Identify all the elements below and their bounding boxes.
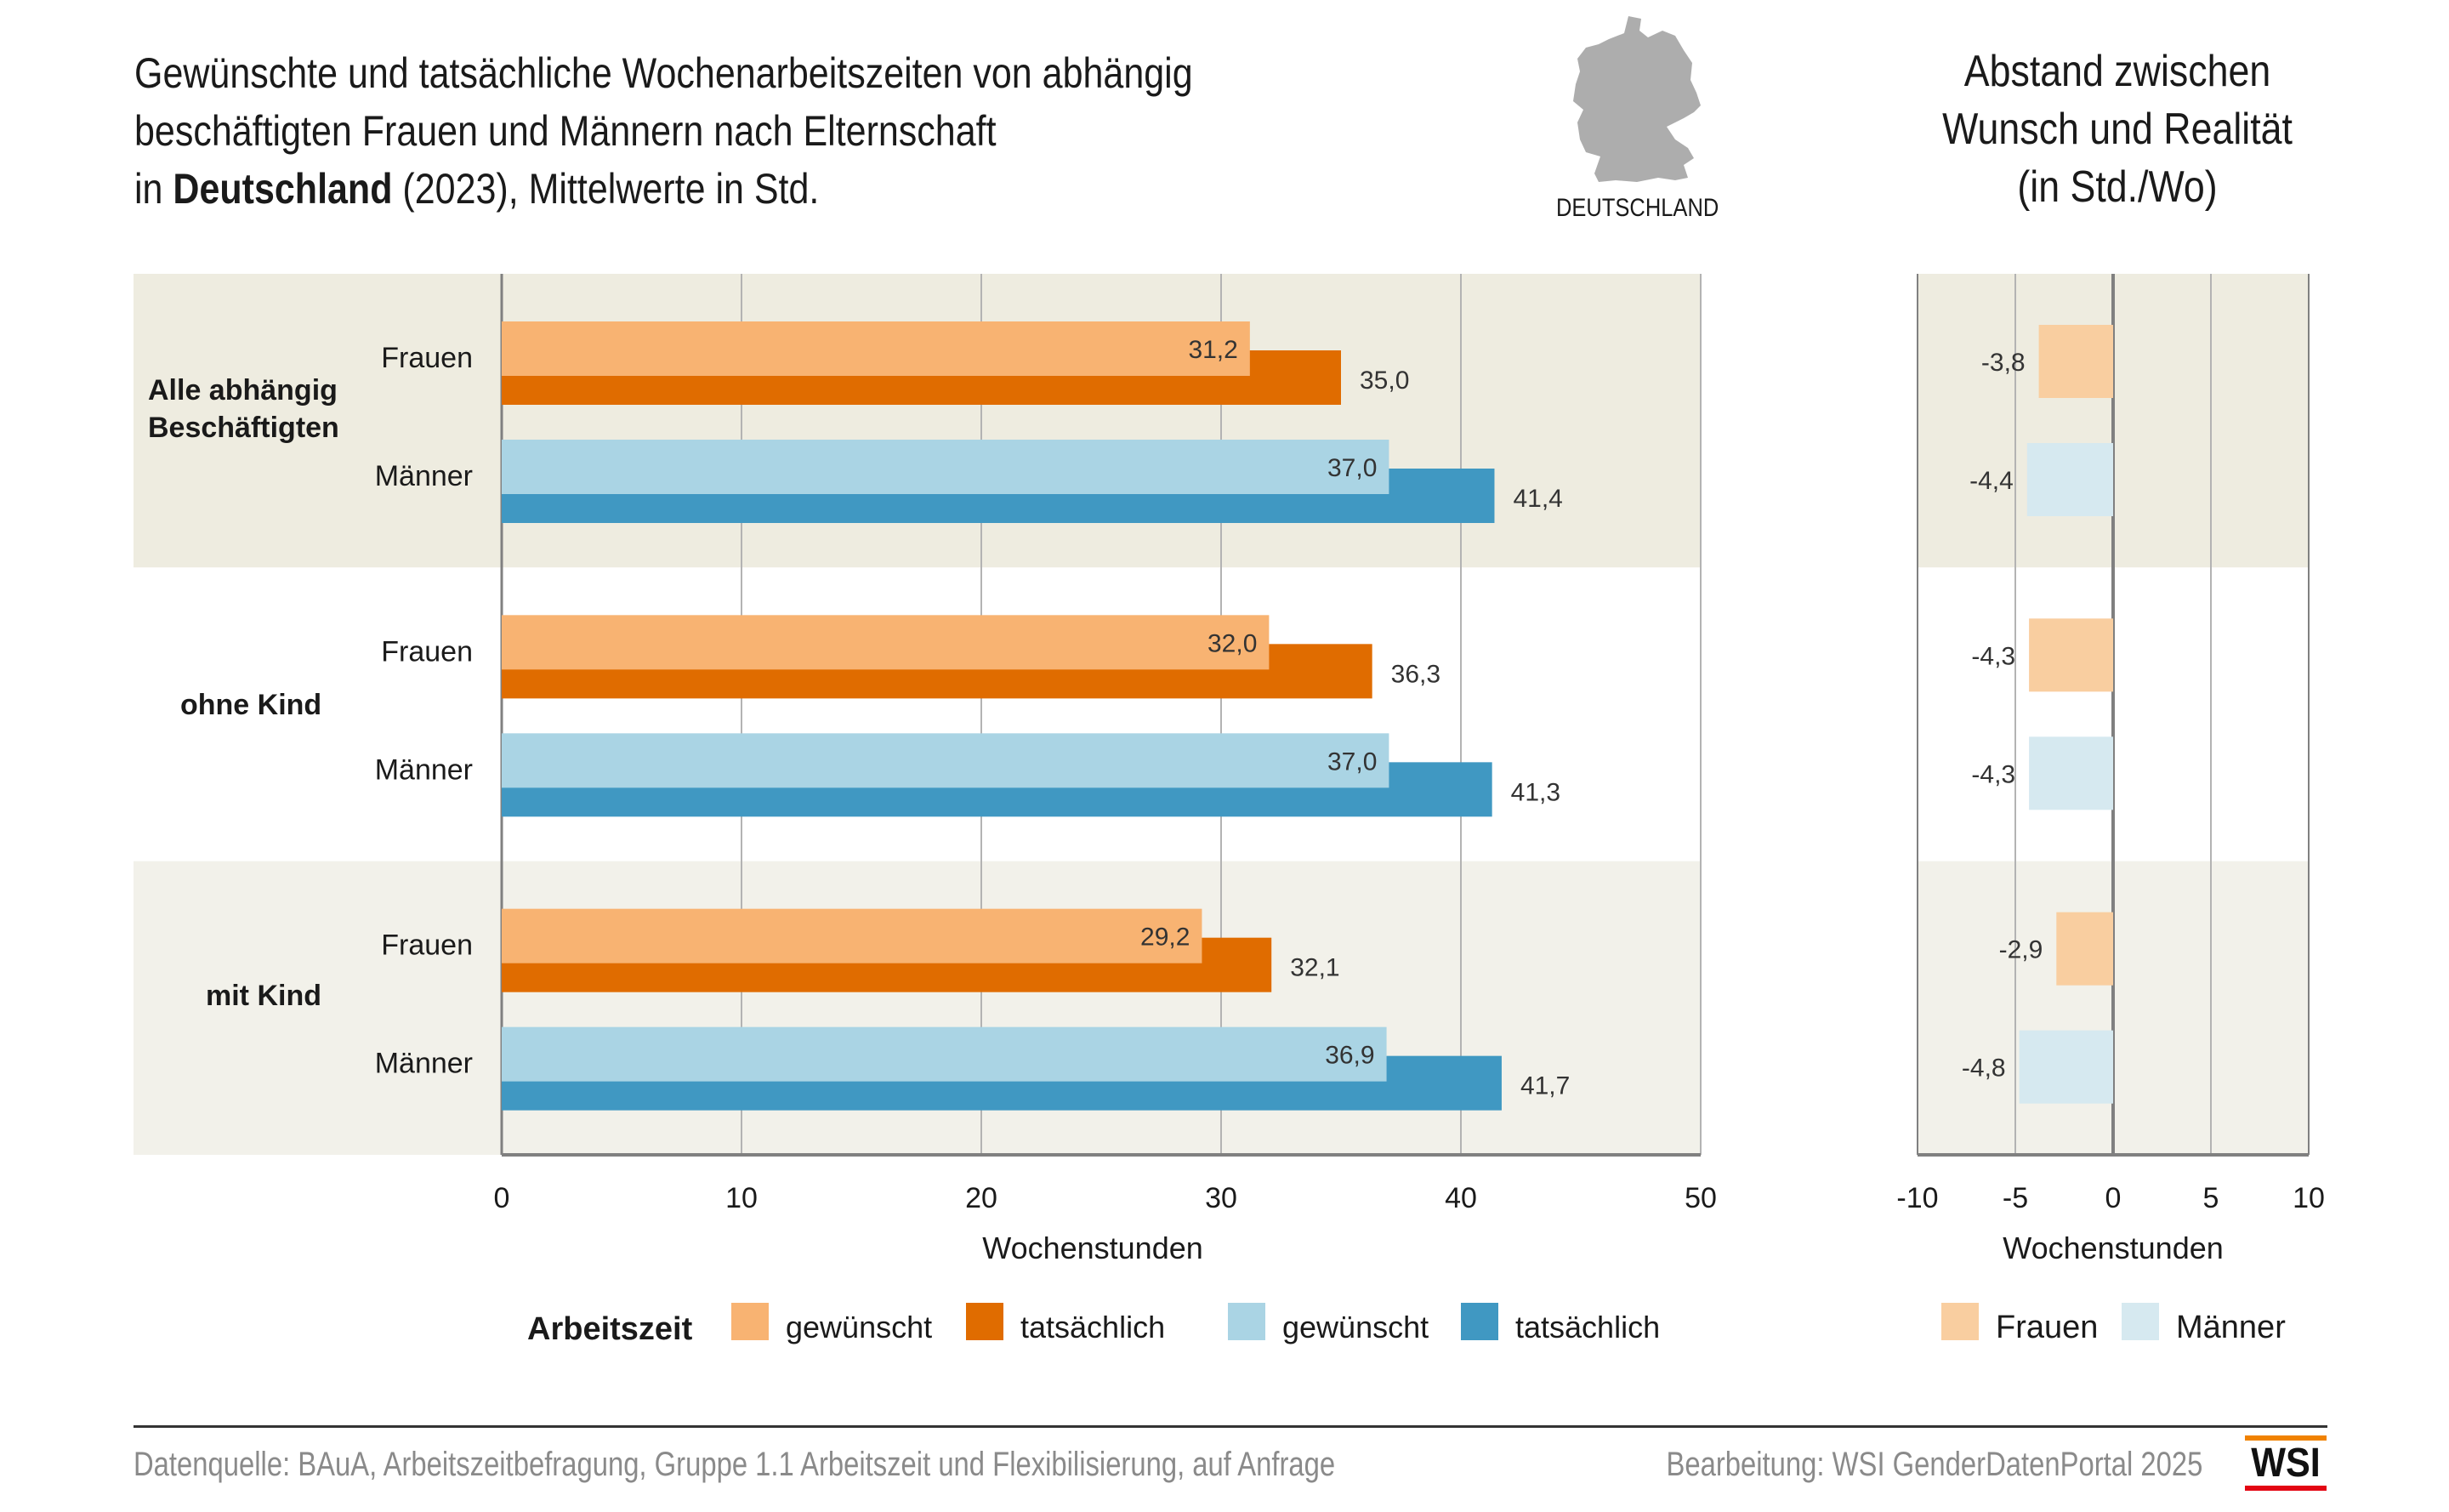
legend-swatch [731, 1303, 769, 1340]
credit: Bearbeitung: WSI GenderDatenPortal 2025 [1666, 1446, 2202, 1483]
title-line-1: Gewünschte und tatsächliche Wochenarbeit… [134, 49, 1193, 97]
group-label: ohne Kind [180, 689, 321, 721]
category-label: Frauen [381, 342, 473, 374]
diff-bar-frauen [2056, 912, 2113, 986]
diff-data-label: -4,3 [1971, 760, 2015, 788]
title-line-2: beschäftigten Frauen und Männern nach El… [134, 107, 997, 155]
category-label: Männer [375, 460, 473, 492]
diff-title-line-3: (in Std./Wo) [2017, 162, 2218, 212]
diff-x-axis-title: Wochenstunden [2003, 1231, 2224, 1265]
diff-legend-label: Frauen [1996, 1310, 2098, 1345]
data-label: 31,2 [1188, 336, 1237, 364]
diff-x-tick-label: -5 [2003, 1182, 2028, 1214]
group-band [134, 861, 1701, 1155]
diff-data-label: -4,3 [1971, 642, 2015, 670]
diff-legend-swatch [2122, 1303, 2159, 1340]
diff-bar-frauen [2029, 618, 2113, 692]
x-tick-label: 40 [1445, 1182, 1477, 1214]
wsi-logo: WSI [2245, 1435, 2327, 1492]
data-label: 37,0 [1327, 454, 1377, 482]
legend-label: tatsächlich [1020, 1310, 1165, 1344]
bar-frauen-gewuenscht [502, 321, 1250, 376]
title-text: (2023), Mittelwerte in Std. [392, 165, 820, 213]
category-label: Frauen [381, 929, 473, 962]
title-text: in [134, 165, 173, 213]
diff-data-label: -2,9 [1999, 936, 2043, 964]
diff-bar-maenner [2029, 736, 2113, 810]
group-band [134, 274, 1701, 568]
data-label: 32,0 [1207, 629, 1257, 657]
logo-bar-orange [2245, 1435, 2327, 1441]
data-label: 41,4 [1513, 485, 1562, 513]
logo-text: WSI [2251, 1441, 2321, 1486]
legend-swatch [1228, 1303, 1265, 1340]
diff-chart-title: Abstand zwischen Wunsch und Realität (in… [1890, 43, 2344, 216]
bar-frauen-gewuenscht [502, 615, 1270, 670]
x-tick-label: 30 [1205, 1182, 1237, 1214]
diff-title-line-2: Wunsch und Realität [1942, 105, 2293, 154]
x-tick-label: 10 [725, 1182, 758, 1214]
main-bar-chart: Alle abhängig Beschäftigten ohne Kind mit K… [134, 274, 2325, 1347]
x-axis-title: Wochenstunden [982, 1231, 1203, 1265]
diff-title-line-1: Abstand zwischen [1963, 47, 2271, 96]
bar-frauen-gewuenscht [502, 908, 1202, 963]
group-label: Beschäftigten [148, 412, 339, 444]
legend-swatch [966, 1303, 1003, 1340]
logo-bar-red [2245, 1486, 2327, 1491]
data-label: 36,9 [1325, 1042, 1374, 1070]
diff-bar-maenner [2019, 1030, 2113, 1104]
data-source: Datenquelle: BAuA, Arbeitszeitbefragung,… [134, 1446, 1336, 1483]
legend-label: gewünscht [1282, 1310, 1429, 1344]
footer-divider [134, 1425, 2327, 1428]
category-label: Frauen [381, 635, 473, 668]
data-label: 41,3 [1511, 778, 1560, 806]
bar-maenner-gewuenscht [502, 733, 1389, 788]
x-tick-label: 20 [965, 1182, 997, 1214]
diff-bar-frauen [2038, 325, 2113, 398]
data-label: 36,3 [1391, 660, 1440, 688]
category-label: Männer [375, 753, 473, 786]
legend-title: Arbeitszeit [527, 1311, 693, 1347]
diff-data-label: -4,8 [1962, 1054, 2006, 1083]
diff-data-label: -3,8 [1981, 349, 2026, 377]
group-label: mit Kind [206, 980, 321, 1012]
x-tick-label: 0 [494, 1182, 510, 1214]
diff-bar-maenner [2026, 443, 2113, 516]
germany-map-icon [1573, 16, 1701, 182]
group-label: Alle abhängig [148, 374, 338, 406]
bar-maenner-gewuenscht [502, 440, 1389, 494]
data-label: 29,2 [1140, 924, 1190, 952]
diff-x-tick-label: 5 [2203, 1182, 2219, 1214]
title-country: Deutschland [173, 165, 393, 213]
diff-x-tick-label: 0 [2105, 1182, 2122, 1214]
category-label: Männer [375, 1048, 473, 1080]
legend-swatch [1461, 1303, 1498, 1340]
group-band [134, 567, 1701, 861]
map-label: DEUTSCHLAND [1556, 194, 1719, 222]
diff-legend-swatch [1941, 1303, 1979, 1340]
legend-label: gewünscht [786, 1310, 932, 1344]
bar-maenner-gewuenscht [502, 1026, 1387, 1082]
data-label: 37,0 [1327, 747, 1377, 776]
data-label: 35,0 [1360, 367, 1409, 395]
x-tick-label: 50 [1685, 1182, 1717, 1214]
legend-label: tatsächlich [1515, 1310, 1660, 1344]
data-label: 41,7 [1520, 1072, 1570, 1100]
chart-title: Gewünschte und tatsächliche Wochenarbeit… [134, 44, 1276, 218]
data-label: 32,1 [1290, 954, 1339, 982]
diff-x-tick-label: 10 [2293, 1182, 2325, 1214]
title-line-3: in Deutschland (2023), Mittelwerte in St… [134, 160, 1276, 218]
diff-data-label: -4,4 [1969, 467, 2014, 495]
diff-x-tick-label: -10 [1896, 1182, 1938, 1214]
diff-legend-label: Männer [2176, 1310, 2286, 1345]
